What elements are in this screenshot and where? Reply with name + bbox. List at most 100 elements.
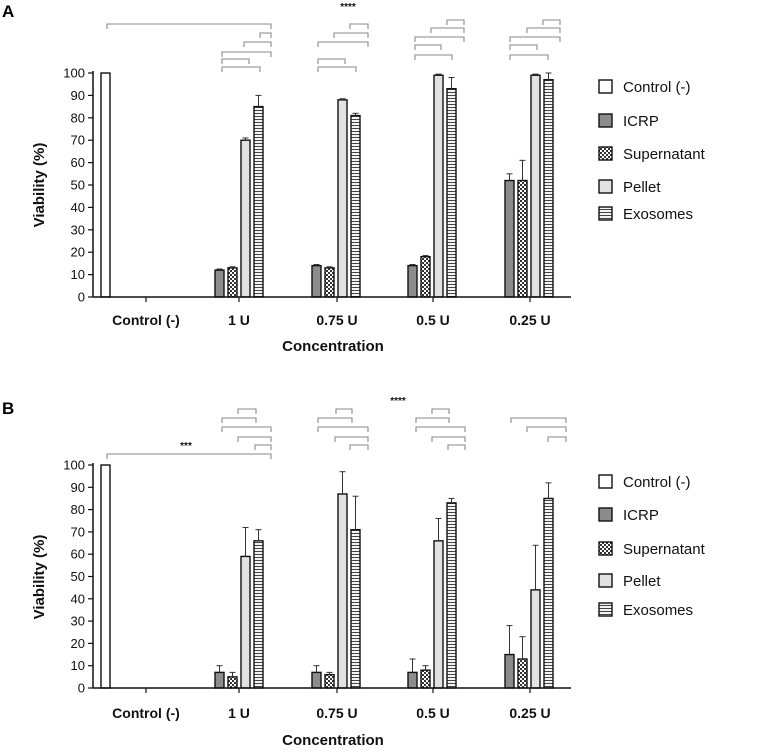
panel-a-y-tick-label: 40 — [71, 200, 85, 215]
panel-b-significance-bracket — [254, 444, 272, 450]
panel-b-bar-icrp — [311, 671, 322, 689]
panel-a-bar-pellet — [433, 74, 444, 298]
panel-a-y-tick-label: 0 — [78, 290, 85, 305]
panel-a-category-labels: Control (-) 1 U 0.75 U 0.5 U 0.25 U — [112, 297, 551, 328]
panel-a-significance-bracket — [317, 58, 346, 64]
panel-b-significance-bracket — [510, 417, 567, 423]
panel-a-significance-bracket — [333, 32, 369, 38]
panel-a-legend-label: Pellet — [623, 179, 661, 196]
panel-a-legend-swatch-control — [598, 79, 613, 94]
panel-a-bar-pellet — [530, 74, 541, 298]
panel-b-y-tick-label: 90 — [71, 480, 85, 495]
panel-a-y-tick-label: 80 — [71, 110, 85, 125]
panel-b-legend-swatch-pellet — [598, 573, 613, 588]
panel-b-y-tick-label: 60 — [71, 547, 85, 562]
panel-b-category-labels: Control (-) 1 U 0.75 U 0.5 U 0.25 U — [112, 688, 551, 721]
panel-a-significance-bracket — [259, 32, 272, 38]
panel-a-legend-swatch-icrp — [598, 113, 613, 128]
panel-a-ylabel: Viability (%) — [31, 143, 48, 228]
panel-b-bar-exosomes — [543, 497, 554, 689]
panel-b-significance-bracket — [237, 408, 257, 414]
panel-a-bar-pellet — [240, 139, 251, 298]
panel-b-bar-supernatant — [420, 669, 431, 689]
panel-b-bars — [100, 464, 554, 689]
panel-b-significance-bracket — [431, 408, 450, 414]
panel-a-bars — [100, 72, 554, 298]
panel-b-y-tick-label: 50 — [71, 569, 85, 584]
panel-b-significance-bracket — [221, 426, 272, 432]
panel-b-ylabel: Viability (%) — [31, 535, 48, 620]
panel-b-bar-supernatant — [324, 673, 335, 689]
panel-a-legend-label: Exosomes — [623, 206, 693, 223]
panel-b-significance-bracket — [106, 453, 272, 459]
panel-a-significance-bracket — [414, 54, 453, 60]
panel-a-significance-bracket — [414, 36, 465, 42]
panel-a-xlabel: Concentration — [282, 338, 384, 355]
panel-a-legend: Control (-) ICRP Supernatant Pellet Exosomes — [598, 79, 706, 223]
panel-b-legend-swatch-supernatant — [598, 541, 613, 556]
panel-b-legend-swatch-control — [598, 474, 613, 489]
panel-b-axes — [92, 463, 571, 689]
panel-a-significance-bracket — [430, 27, 465, 33]
panel-a-letter: A — [2, 2, 14, 21]
panel-a-y-tick-label: 30 — [71, 222, 85, 237]
panel-a-significance-bracket — [349, 23, 369, 29]
panel-b-legend: Control (-) ICRP Supernatant Pellet Exosomes — [598, 474, 706, 619]
panel-b-category-label: 0.75 U — [316, 705, 357, 721]
panel-a-significance-bracket — [509, 36, 561, 42]
panel-b-bar-supernatant — [227, 676, 238, 689]
panel-a-legend-swatch-supernatant — [598, 146, 613, 161]
panel-b-significance-bracket — [415, 426, 466, 432]
panel-a: A Viability (%) Concentration 0 10 20 30 40 5… — [2, 2, 706, 355]
panel-a-significance-bracket — [221, 66, 261, 72]
panel-a-significance-bracket — [106, 23, 272, 29]
panel-b-y-tick-label: 100 — [63, 458, 85, 473]
panel-a-significance-bracket — [509, 44, 538, 50]
panel-b-significance-bracket — [221, 417, 257, 423]
panel-b-bar-exosomes — [350, 528, 361, 689]
panel-a-category-label: 0.75 U — [316, 312, 357, 328]
panel-a-bar-exosomes — [446, 87, 457, 298]
panel-b-significance-bracket — [447, 444, 466, 450]
panel-b: B Viability (%) Concentration 0 10 20 30 40 5… — [2, 396, 706, 749]
panel-b-significance-bracket — [349, 444, 369, 450]
panel-a-significance-bracket — [526, 27, 561, 33]
panel-b-legend-label: Pellet — [623, 573, 661, 590]
panel-b-significance-brackets — [106, 408, 567, 459]
panel-b-y-tick-label: 30 — [71, 614, 85, 629]
panel-b-significance-bracket — [415, 417, 450, 423]
panel-a-y-ticks: 0 10 20 30 40 50 60 70 80 90 100 — [63, 66, 93, 305]
panel-a-significance-bracket — [221, 58, 250, 64]
panel-b-bar-pellet — [240, 555, 251, 689]
panel-a-bar-control — [100, 72, 111, 298]
panel-b-significance-bracket — [317, 417, 353, 423]
panel-a-legend-swatch-pellet — [598, 179, 613, 194]
panel-b-bar-supernatant — [517, 658, 528, 689]
panel-a-significance-bracket — [414, 44, 442, 50]
panel-b-bar-pellet — [433, 540, 444, 689]
panel-b-category-label: 1 U — [228, 705, 250, 721]
panel-a-bar-supernatant — [420, 255, 431, 298]
panel-a-significance-stars: **** — [340, 2, 356, 13]
panel-a-y-tick-label: 20 — [71, 245, 85, 260]
panel-b-significance-bracket — [317, 426, 369, 432]
panel-a-y-tick-label: 50 — [71, 178, 85, 193]
panel-b-category-label: Control (-) — [112, 705, 180, 721]
panel-b-y-tick-label: 70 — [71, 524, 85, 539]
panel-b-letter: B — [2, 399, 14, 418]
panel-b-significance-stars-top: **** — [390, 396, 406, 407]
panel-a-category-label: Control (-) — [112, 312, 180, 328]
panel-a-category-label: 1 U — [228, 312, 250, 328]
panel-a-bar-supernatant — [324, 267, 335, 298]
panel-a-y-tick-label: 90 — [71, 88, 85, 103]
panel-b-legend-label: ICRP — [623, 507, 659, 524]
panel-a-y-tick-label: 10 — [71, 267, 85, 282]
panel-a-bar-supernatant — [517, 179, 528, 298]
panel-b-category-label: 0.25 U — [509, 705, 550, 721]
panel-b-category-label: 0.5 U — [416, 705, 449, 721]
panel-a-y-tick-label: 70 — [71, 133, 85, 148]
panel-b-bar-icrp — [214, 671, 225, 689]
panel-b-bar-pellet — [530, 589, 541, 689]
panel-a-y-tick-label: 60 — [71, 155, 85, 170]
